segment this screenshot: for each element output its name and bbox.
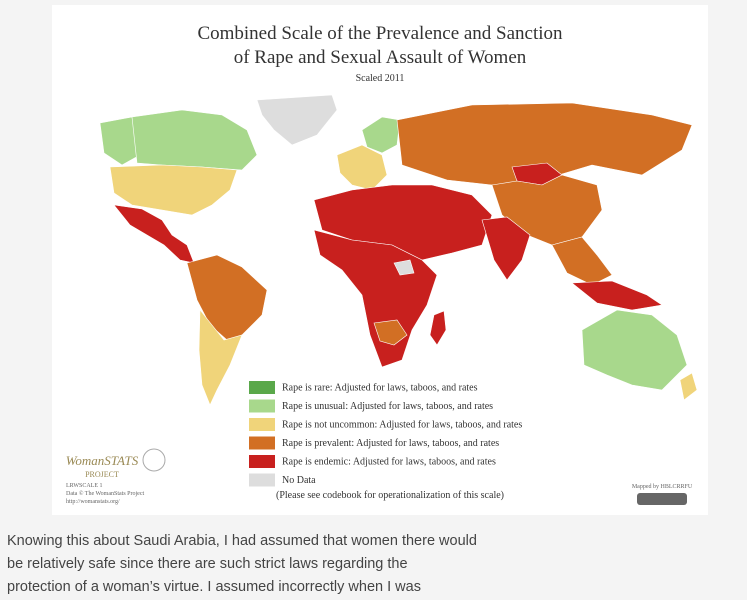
alaska (99, 116, 141, 166)
western-europe (336, 144, 388, 191)
legend-swatch (249, 399, 275, 413)
greenland (256, 94, 338, 146)
logo-sub: PROJECT (85, 470, 119, 479)
south-america (186, 254, 268, 341)
mapped-by: Mapped by HBLCRRFU (632, 484, 693, 490)
usa (109, 164, 238, 216)
central-africa-gap (393, 259, 415, 276)
mexico-central-america (113, 204, 195, 264)
article-line: Knowing this about Saudi Arabia, I had a… (7, 533, 477, 549)
credit: http://womanstats.org/ (66, 499, 120, 505)
legend-label: No Data (282, 475, 316, 486)
article-line: be relatively safe since there are such … (7, 556, 408, 572)
southeast-asia (551, 236, 613, 286)
map-image: Combined Scale of the Prevalence and San… (52, 5, 708, 515)
southern-cone (198, 309, 243, 406)
russia (396, 102, 693, 186)
map-title: Combined Scale of the Prevalence and San… (197, 23, 563, 44)
legend-label: Rape is endemic: Adjusted for laws, tabo… (282, 456, 496, 467)
legend-swatch (249, 455, 275, 468)
canada (131, 109, 258, 171)
map-title: of Rape and Sexual Assault of Women (234, 47, 527, 68)
map-note: (Please see codebook for operationalizat… (276, 490, 504, 501)
logo: WomanSTATS PROJECT (66, 448, 166, 479)
credit: LRWSCALE 1 (66, 483, 103, 489)
legend-label: Rape is not uncommon: Adjusted for laws,… (282, 419, 522, 430)
logo-name: WomanSTATS (66, 453, 139, 468)
article-line: protection of a woman’s virtue. I assume… (7, 579, 421, 595)
credit: Data © The WomanStats Project (66, 490, 145, 497)
legend-swatch (249, 418, 275, 431)
australia (581, 309, 688, 391)
legend-swatch (249, 436, 275, 450)
indonesia (571, 280, 663, 311)
article: Knowing this about Saudi Arabia, I had a… (7, 530, 477, 599)
india (481, 216, 531, 281)
map-subtitle: Scaled 2011 (356, 73, 405, 84)
legend-swatch (249, 381, 275, 394)
world-map (99, 94, 698, 406)
map: Combined Scale of the Prevalence and San… (66, 23, 698, 505)
legend: Rape is rare: Adjusted for laws, taboos,… (249, 381, 522, 487)
southern-africa (373, 319, 408, 346)
scandinavia (361, 116, 401, 154)
legend-swatch (249, 473, 275, 487)
madagascar (429, 310, 447, 346)
legend-label: Rape is unusual: Adjusted for laws, tabo… (282, 401, 493, 412)
legend-label: Rape is rare: Adjusted for laws, taboos,… (282, 382, 478, 393)
logo-icon (142, 448, 166, 472)
legend-label: Rape is prevalent: Adjusted for laws, ta… (282, 438, 499, 449)
new-zealand (679, 372, 698, 401)
license-badge (637, 493, 687, 505)
